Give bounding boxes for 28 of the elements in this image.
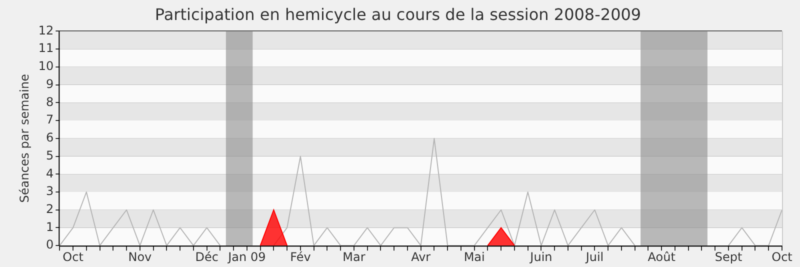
y-axis-title: Séances par semaine [17, 74, 32, 203]
y-tick-label: 7 [46, 112, 54, 127]
y-tick-label: 8 [46, 94, 54, 109]
x-tick-label: Oct [772, 250, 793, 264]
x-tick-label: Mai [464, 250, 485, 264]
y-tick-label: 11 [38, 41, 54, 56]
y-tick-label: 1 [46, 220, 54, 234]
x-tick-label: Fév [290, 250, 311, 264]
y-tick-label: 2 [46, 202, 54, 216]
x-tick-label: Avr [411, 250, 431, 264]
y-tick-label: 10 [38, 59, 54, 74]
x-tick-label: Oct [62, 250, 84, 264]
x-tick-label: Juil [584, 250, 604, 264]
y-tick-label: 12 [38, 23, 54, 38]
x-tick-label: Jan 09 [227, 250, 266, 264]
chart-title: Participation en hemicycle au cours de la session 2008-2009 [154, 4, 642, 24]
x-tick-label: Mar [342, 250, 366, 264]
x-tick-label: Nov [128, 250, 152, 264]
x-tick-label: Déc [195, 250, 218, 264]
y-tick-label: 0 [46, 238, 54, 252]
y-tick-label: 4 [46, 166, 54, 180]
y-tick-label: 5 [46, 148, 54, 162]
x-tick-label: Août [648, 250, 676, 264]
x-tick-label: Juin [529, 250, 552, 264]
y-tick-label: 3 [46, 184, 54, 198]
x-tick-label: Sept [714, 250, 742, 264]
y-tick-label: 9 [46, 76, 54, 91]
y-tick-label: 6 [46, 130, 54, 145]
